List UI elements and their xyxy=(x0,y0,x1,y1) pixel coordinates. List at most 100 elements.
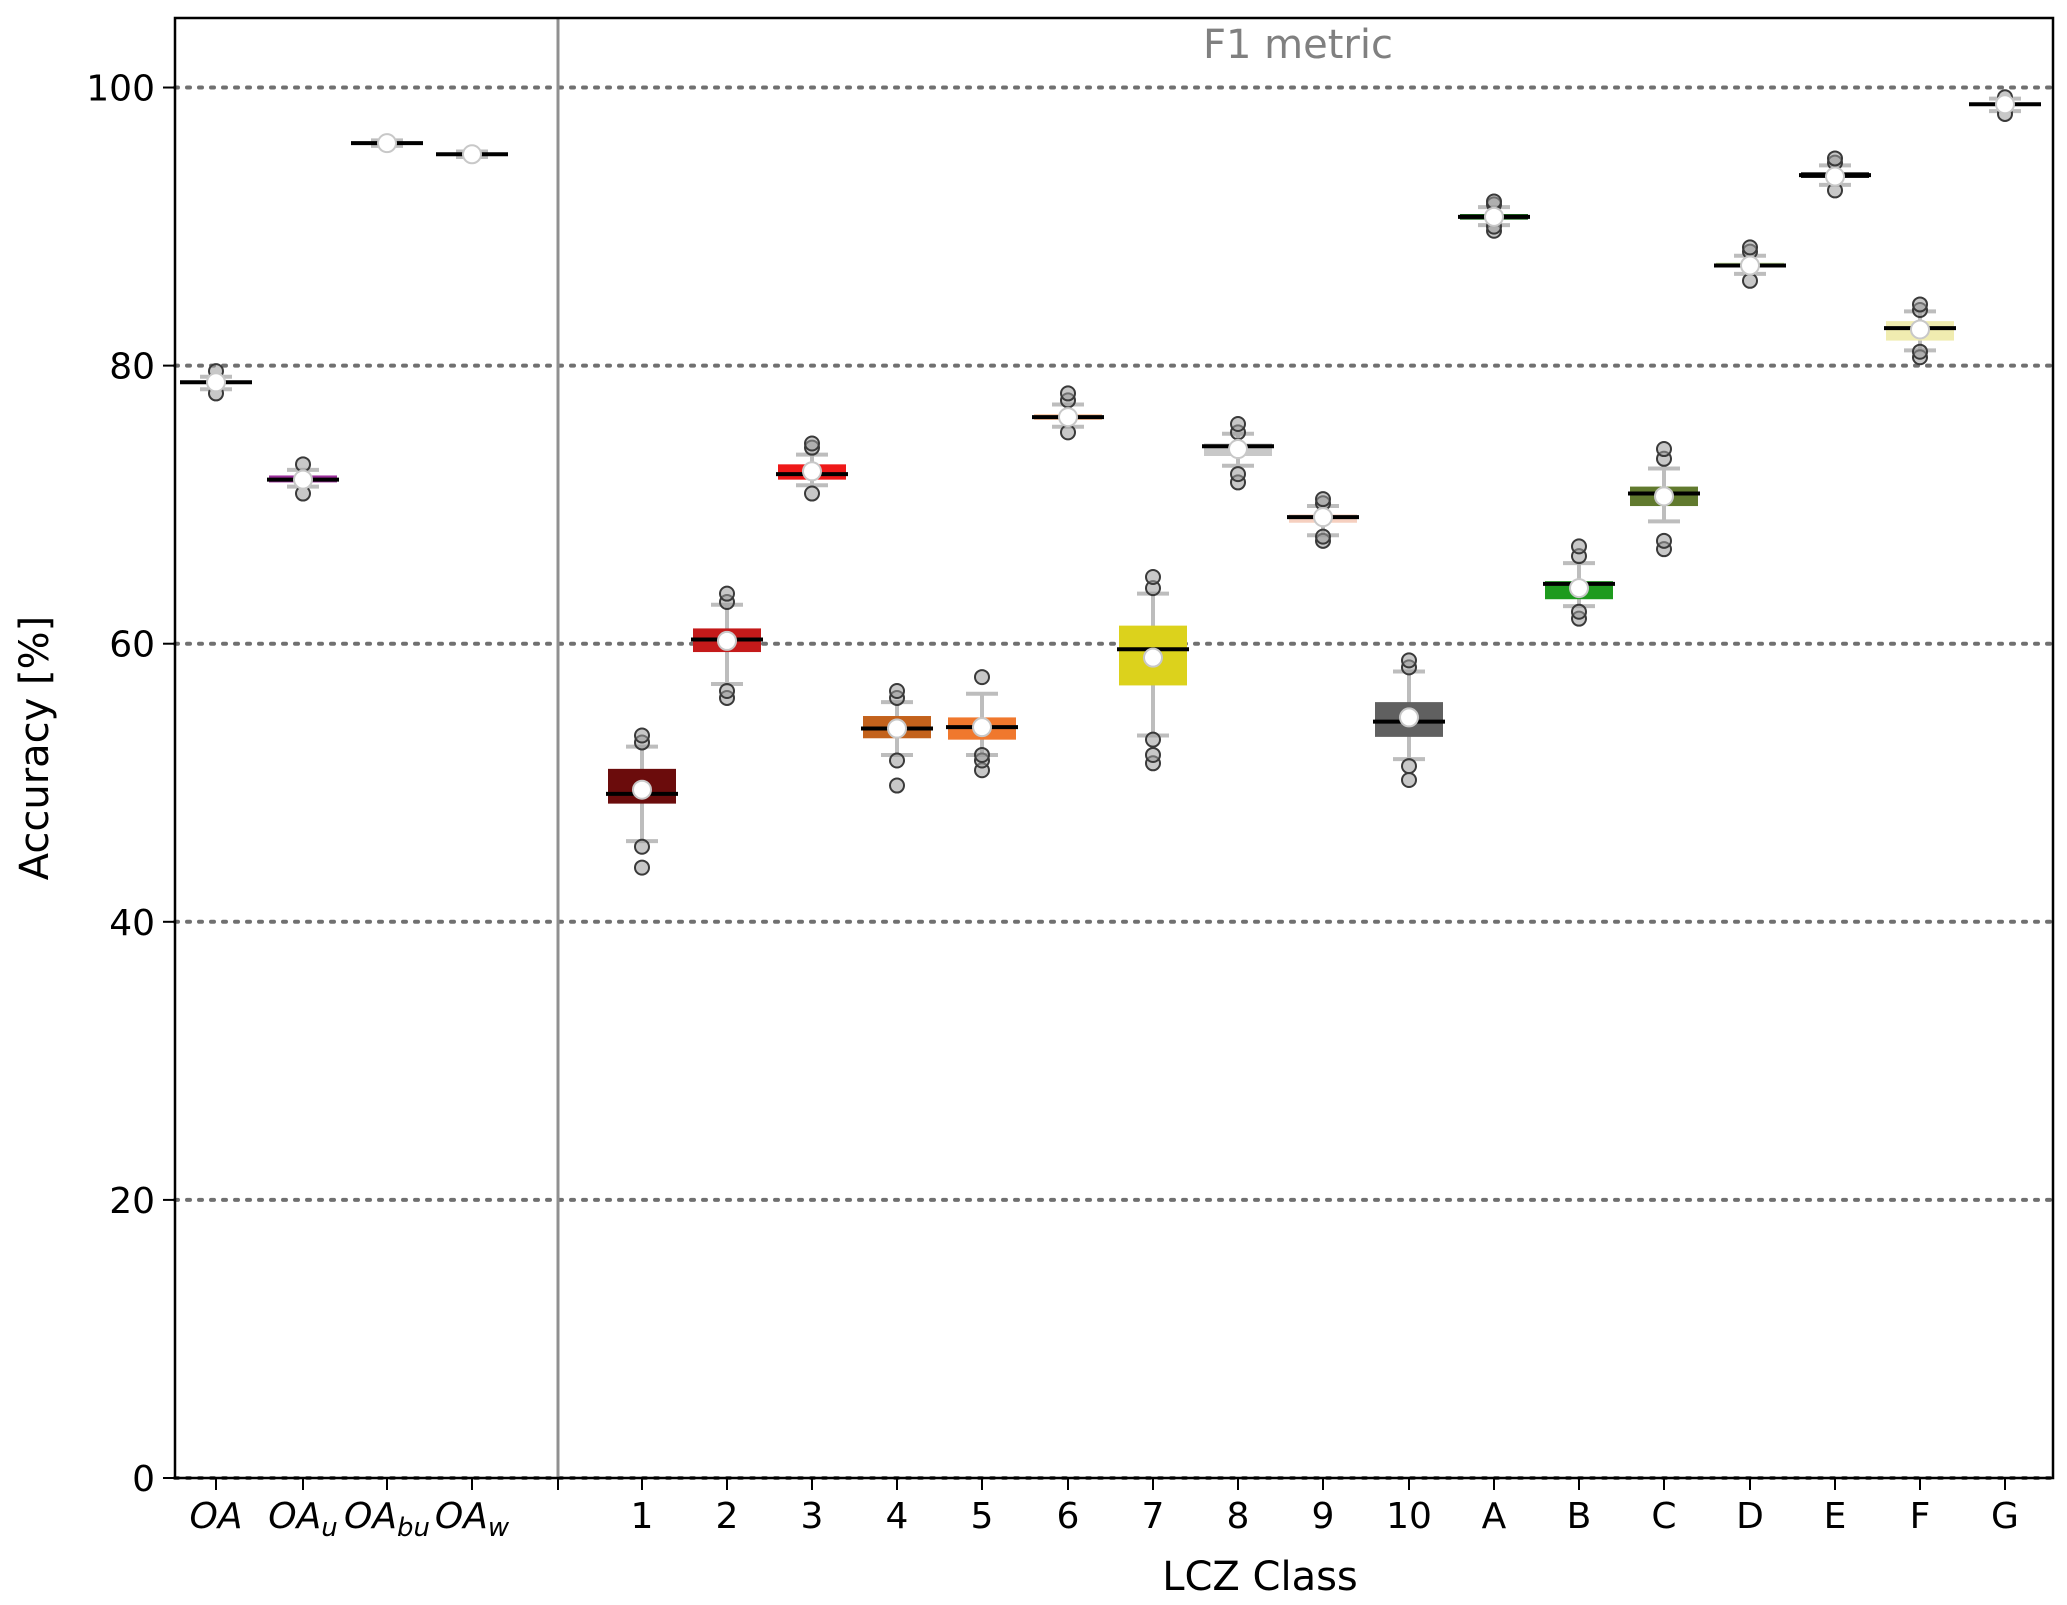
outlier-B xyxy=(1571,603,1587,620)
outlier-2 xyxy=(719,585,735,602)
y-tick-label: 80 xyxy=(109,347,155,388)
x-tick-label-subscript: w xyxy=(488,1513,510,1543)
x-tick-label-main: OA xyxy=(268,1496,321,1537)
x-axis-label: LCZ Class xyxy=(1162,1554,1358,1600)
y-tick-label: 40 xyxy=(109,903,155,944)
x-tick-label-OA_w: OAw xyxy=(435,1496,510,1543)
box-OA_bu xyxy=(351,133,423,154)
outlier-5 xyxy=(974,669,990,686)
x-tick-label-OA_u: OAu xyxy=(268,1496,337,1543)
outlier-9 xyxy=(1315,491,1331,508)
axes xyxy=(163,16,2055,1490)
plot-frame xyxy=(173,16,2055,1480)
box-D xyxy=(1714,239,1786,289)
x-tick-label-F: F xyxy=(1910,1496,1931,1537)
mean-3 xyxy=(802,461,822,482)
mean-8 xyxy=(1228,439,1248,460)
mean-5 xyxy=(972,717,992,738)
mean-10 xyxy=(1399,707,1419,728)
y-axis-label: Accuracy [%] xyxy=(12,616,58,881)
outlier-C xyxy=(1656,441,1672,458)
box-OA_u xyxy=(267,456,339,502)
box-F xyxy=(1884,296,1956,366)
outlier-4 xyxy=(889,682,905,699)
mean-E xyxy=(1825,166,1845,187)
x-tick-label-E: E xyxy=(1824,1496,1847,1537)
outlier-5 xyxy=(974,746,990,763)
x-tick-label-8: 8 xyxy=(1227,1496,1250,1537)
outlier-8 xyxy=(1230,416,1246,433)
box-7 xyxy=(1117,568,1189,772)
x-tick-label-2: 2 xyxy=(716,1496,739,1537)
box-A xyxy=(1458,193,1530,239)
outlier-8 xyxy=(1230,466,1246,483)
outlier-D xyxy=(1742,239,1758,256)
x-tick-labels: OA OAu OAbu OAw 1 2 3 4 5 6 7 8 9 10 A B C D E F G xyxy=(190,1496,2019,1543)
mean-9 xyxy=(1313,507,1333,528)
box-B xyxy=(1543,538,1615,627)
outlier-F xyxy=(1912,296,1928,313)
x-tick-label-7: 7 xyxy=(1142,1496,1165,1537)
x-tick-label-C: C xyxy=(1651,1496,1676,1537)
mean-B xyxy=(1569,578,1589,599)
outlier-A xyxy=(1486,193,1502,210)
box-2 xyxy=(691,585,763,706)
x-tick-label-9: 9 xyxy=(1312,1496,1335,1537)
x-tick-label-1: 1 xyxy=(631,1496,654,1537)
mean-OA_bu xyxy=(377,133,397,154)
x-tick-label-main: OA xyxy=(344,1496,397,1537)
outlier-6 xyxy=(1060,385,1076,402)
x-tick-label-4: 4 xyxy=(886,1496,909,1537)
mean-F xyxy=(1910,319,1930,340)
x-tick-label-OA: OA xyxy=(190,1496,243,1537)
gridlines xyxy=(173,85,2055,1480)
y-tick-label: 60 xyxy=(109,625,155,666)
outlier-3 xyxy=(804,485,820,502)
x-tick-label-OA_bu: OAbu xyxy=(344,1496,430,1543)
outlier-6 xyxy=(1060,424,1076,441)
mean-C xyxy=(1654,486,1674,507)
outlier-7 xyxy=(1145,568,1161,585)
boxes xyxy=(180,89,2041,876)
y-tick-label: 20 xyxy=(109,1181,155,1222)
outlier-7 xyxy=(1145,731,1161,748)
x-tick-label-D: D xyxy=(1736,1496,1764,1537)
box-G xyxy=(1969,89,2041,122)
box-1 xyxy=(606,727,678,876)
metric-annotation: F1 metric xyxy=(1203,22,1393,68)
mean-OA xyxy=(206,372,226,393)
x-tick-label-6: 6 xyxy=(1057,1496,1080,1537)
y-tick-labels: 0 20 40 60 80 100 xyxy=(86,69,155,1500)
outlier-F xyxy=(1912,343,1928,360)
outlier-4 xyxy=(889,777,905,794)
outlier-10 xyxy=(1401,758,1417,775)
y-tick-label: 0 xyxy=(132,1459,155,1500)
x-tick-label-B: B xyxy=(1567,1496,1592,1537)
outlier-E xyxy=(1827,150,1843,167)
outlier-1 xyxy=(634,838,650,855)
box-C xyxy=(1628,441,1700,558)
mean-G xyxy=(1995,94,2015,115)
x-tick-label-3: 3 xyxy=(801,1496,824,1537)
outlier-3 xyxy=(804,435,820,452)
x-tick-label-subscript: bu xyxy=(397,1513,430,1543)
box-OA xyxy=(180,363,252,402)
mean-D xyxy=(1740,255,1760,276)
x-tick-label-5: 5 xyxy=(971,1496,994,1537)
mean-OA_w xyxy=(462,144,482,165)
box-OA_w xyxy=(436,144,508,165)
outlier-10 xyxy=(1401,771,1417,788)
x-tick-label-A: A xyxy=(1482,1496,1507,1537)
mean-OA_u xyxy=(293,469,313,490)
box-9 xyxy=(1287,491,1359,549)
box-8 xyxy=(1202,416,1274,491)
box-10 xyxy=(1373,652,1445,788)
x-tick-label-G: G xyxy=(1991,1496,2019,1537)
mean-A xyxy=(1484,206,1504,227)
outlier-OA_u xyxy=(295,456,311,473)
y-tick-label: 100 xyxy=(86,69,155,110)
outlier-4 xyxy=(889,752,905,769)
outlier-7 xyxy=(1145,746,1161,763)
mean-7 xyxy=(1143,647,1163,668)
box-E xyxy=(1799,150,1871,199)
